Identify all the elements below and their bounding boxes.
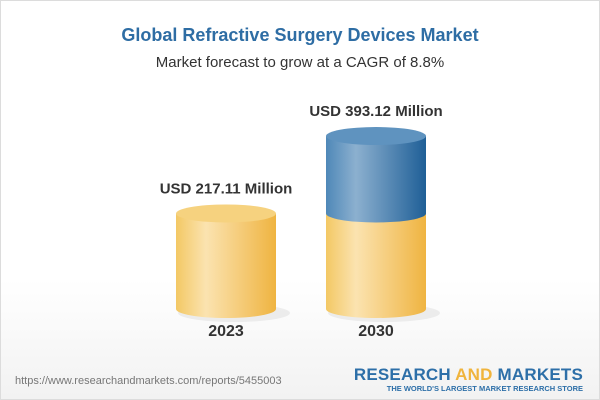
data-label-2023: USD 217.11 Million	[160, 180, 293, 197]
research-and-markets-logo: RESEARCH AND MARKETS THE WORLD'S LARGEST…	[353, 365, 583, 394]
x-tick-label-2030: 2030	[358, 323, 394, 340]
bar-2023-body	[176, 213, 276, 318]
data-label-2030: USD 393.12 Million	[309, 103, 442, 120]
bar-2030-growth-top	[326, 127, 426, 146]
bar-2030-base-body	[326, 213, 426, 318]
bar-2030-growth-body	[326, 136, 426, 223]
source-url[interactable]: https://www.researchandmarkets.com/repor…	[15, 375, 282, 387]
bar-2023-top	[176, 204, 276, 223]
cylinder-chart: USD 217.11 Million 2023 USD 393.12 Million…	[160, 103, 443, 340]
chart-title: Global Refractive Surgery Devices Market	[121, 25, 479, 45]
x-tick-label-2023: 2023	[208, 323, 244, 340]
chart-subtitle: Market forecast to grow at a CAGR of 8.8…	[155, 54, 445, 71]
